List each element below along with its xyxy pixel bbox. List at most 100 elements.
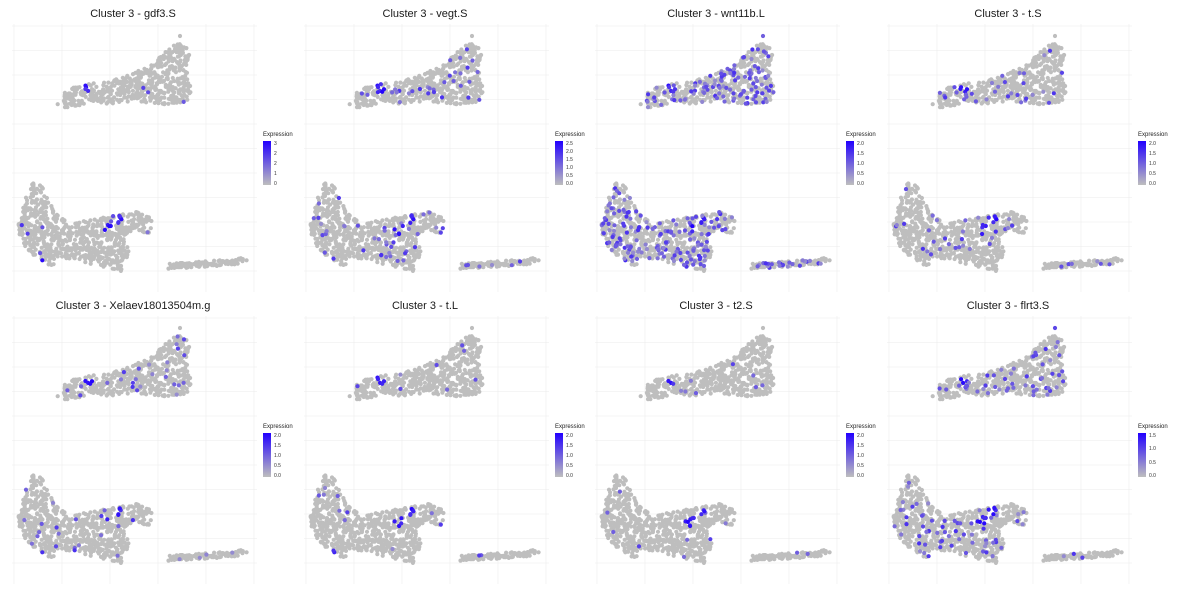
cell-point (147, 95, 153, 100)
cell-point (722, 216, 727, 221)
cell-point (465, 70, 470, 75)
cell-point (386, 224, 391, 229)
cell-point (976, 83, 981, 88)
cell-point (144, 219, 149, 224)
cell-point (378, 82, 383, 87)
cell-point (1053, 100, 1058, 105)
cell-point (336, 205, 341, 210)
cell-point (606, 236, 611, 242)
cell-point (450, 88, 455, 94)
cell-point (19, 216, 24, 221)
gridlines (12, 24, 257, 292)
cell-point (152, 85, 157, 90)
cell-point (981, 94, 986, 99)
cell-point (410, 268, 415, 273)
cell-point (466, 60, 472, 65)
cell-point (373, 241, 378, 246)
cell-point (652, 95, 657, 100)
cell-point (470, 87, 475, 92)
cell-point (24, 201, 29, 206)
cell-point (608, 198, 613, 203)
cell-point (413, 213, 418, 218)
cell-point (60, 246, 65, 251)
cell-point (719, 78, 724, 83)
cell-point (717, 210, 722, 215)
cell-point (765, 61, 770, 66)
cell-point (320, 233, 325, 238)
cell-point (687, 84, 692, 89)
cell-point (54, 249, 59, 255)
cell-point (745, 91, 750, 96)
cell-point (992, 99, 997, 104)
cell-point (707, 225, 712, 230)
cell-point (403, 251, 408, 256)
cell-point (347, 102, 352, 107)
cell-point (367, 86, 372, 91)
cell-point (63, 251, 68, 256)
cell-point (110, 83, 115, 88)
cell-point (53, 219, 59, 224)
cell-point (130, 88, 135, 93)
cell-point (753, 85, 758, 90)
cell-point (352, 238, 357, 243)
cell-point (666, 220, 671, 225)
cell-point (750, 47, 755, 52)
cell-point (1040, 77, 1045, 82)
cell-point (702, 90, 707, 95)
cell-point (162, 102, 167, 107)
cell-point (742, 74, 748, 79)
cell-point (930, 102, 935, 107)
cell-point (364, 256, 369, 261)
cell-point (40, 258, 45, 263)
cell-point (753, 56, 758, 61)
cell-point (168, 263, 174, 269)
cell-point (985, 83, 990, 88)
cell-point (729, 215, 734, 220)
cell-point (754, 43, 759, 48)
cell-point (694, 251, 699, 256)
cell-point (104, 260, 109, 265)
cell-point (728, 71, 733, 76)
cell-point (634, 209, 639, 214)
cell-point (95, 250, 100, 256)
cell-point (427, 210, 432, 215)
cell-point (612, 223, 617, 228)
cell-point (1049, 60, 1055, 65)
cell-point (648, 248, 653, 253)
cell-point (72, 86, 77, 91)
cell-point (94, 240, 99, 245)
cell-point (1046, 94, 1051, 99)
cell-point (179, 261, 184, 266)
cell-point (1028, 95, 1033, 100)
cell-point (381, 87, 387, 92)
cell-point (464, 263, 469, 268)
cell-point (185, 97, 190, 102)
cell-point (758, 42, 763, 47)
cell-point (715, 217, 720, 222)
cell-point (699, 232, 704, 237)
cell-point (95, 257, 100, 262)
cell-point (1060, 57, 1065, 62)
cell-point (26, 247, 31, 253)
cell-point (174, 60, 180, 65)
cell-point (517, 259, 523, 264)
cell-point (708, 228, 713, 233)
cell-point (94, 84, 99, 89)
cell-point (175, 42, 180, 47)
cell-point (341, 262, 346, 267)
cell-point (658, 86, 663, 91)
cell-point (454, 62, 460, 68)
cell-point (611, 195, 616, 200)
cell-point (690, 229, 695, 234)
cell-point (60, 254, 65, 259)
cell-point (685, 216, 690, 221)
cell-point (427, 96, 432, 101)
cell-point (722, 99, 727, 104)
cell-point (416, 254, 421, 259)
cell-point (638, 213, 643, 218)
cell-point (188, 262, 194, 267)
cell-point (171, 94, 176, 99)
cell-point (727, 230, 732, 235)
cell-point (54, 246, 59, 251)
cell-point (692, 236, 697, 241)
